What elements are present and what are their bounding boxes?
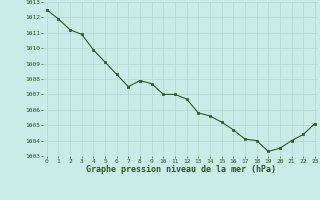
X-axis label: Graphe pression niveau de la mer (hPa): Graphe pression niveau de la mer (hPa): [86, 165, 276, 174]
